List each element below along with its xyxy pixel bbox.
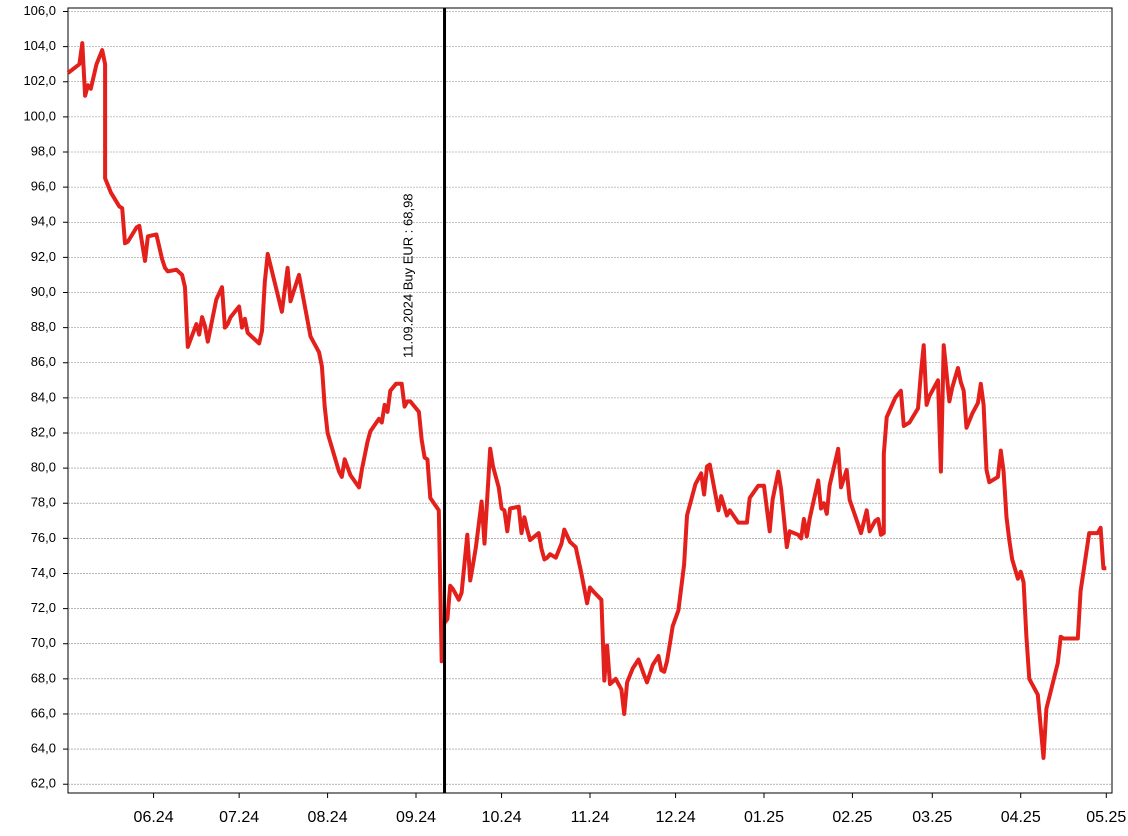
y-tick-label: 96,0: [31, 179, 56, 194]
y-tick-label: 70,0: [31, 635, 56, 650]
annotation-text: 11.09.2024 Buy EUR : 68,98: [401, 193, 416, 358]
y-tick-label: 98,0: [31, 143, 56, 158]
y-tick-label: 92,0: [31, 249, 56, 264]
plot-frame: [67, 7, 1113, 794]
x-tick-label: 07.24: [219, 809, 259, 826]
y-tick-label: 72,0: [31, 600, 56, 615]
y-tick-label: 100,0: [23, 108, 56, 123]
y-tick-label: 76,0: [31, 530, 56, 545]
y-tick-label: 104,0: [23, 38, 56, 53]
x-tick-label: 11.24: [571, 809, 610, 826]
y-tick-label: 62,0: [31, 776, 56, 791]
x-tick-label: 02.25: [832, 809, 872, 826]
x-tick-label: 03.25: [912, 809, 952, 826]
x-tick-label: 04.25: [1001, 809, 1041, 826]
y-tick-label: 66,0: [31, 705, 56, 720]
y-tick-label: 74,0: [31, 565, 56, 580]
x-tick-label: 09.24: [396, 809, 436, 826]
y-tick-label: 78,0: [31, 495, 56, 510]
y-tick-label: 88,0: [31, 319, 56, 334]
y-tick-label: 86,0: [31, 354, 56, 369]
y-tick-label: 84,0: [31, 389, 56, 404]
x-tick-label: 12.24: [656, 809, 696, 826]
x-tick-label: 10.24: [482, 809, 522, 826]
y-tick-label: 94,0: [31, 214, 56, 229]
x-tick-label: 05.25: [1086, 809, 1126, 826]
price-line: [66, 41, 1107, 760]
y-tick-label: 90,0: [31, 284, 56, 299]
x-tick-label: 06.24: [134, 809, 174, 826]
x-tick-label: 01.25: [744, 809, 784, 826]
y-tick-label: 106,0: [23, 3, 56, 18]
y-tick-label: 102,0: [23, 73, 56, 88]
x-tick-label: 08.24: [308, 809, 348, 826]
y-tick-label: 80,0: [31, 460, 56, 475]
y-tick-label: 68,0: [31, 670, 56, 685]
y-tick-label: 64,0: [31, 741, 56, 756]
y-tick-label: 82,0: [31, 424, 56, 439]
